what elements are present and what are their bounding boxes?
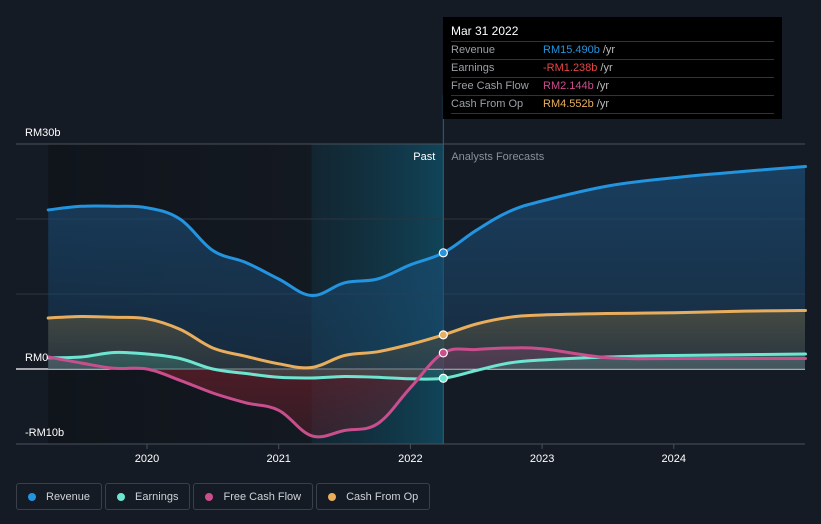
tooltip: Mar 31 2022 Revenue RM15.490b /yr Earnin… — [443, 17, 782, 119]
revenue-marker — [438, 248, 448, 258]
tooltip-value: RM15.490b — [543, 44, 600, 56]
tooltip-row-earnings: Earnings -RM1.238b /yr — [451, 60, 774, 78]
earnings-marker — [438, 373, 448, 383]
legend-dot-icon — [28, 492, 36, 501]
legend-item-earnings[interactable]: Earnings — [105, 483, 191, 510]
tooltip-label: Free Cash Flow — [451, 80, 529, 92]
x-axis-label: 2020 — [135, 453, 159, 465]
y-axis-label: RM0 — [25, 352, 48, 364]
legend-dot-icon — [205, 492, 214, 501]
tooltip-row-cash-from-op: Cash From Op RM4.552b /yr — [451, 96, 774, 114]
legend-dot-icon — [328, 492, 337, 501]
y-axis-label: RM30b — [25, 127, 60, 139]
legend-label: Earnings — [135, 490, 179, 503]
tooltip-value: RM4.552b — [543, 98, 594, 110]
y-axis-label: -RM10b — [25, 427, 64, 439]
legend-item-free-cash-flow[interactable]: Free Cash Flow — [193, 483, 314, 510]
analysts-forecasts-label: Analysts Forecasts — [451, 151, 544, 163]
tooltip-label: Revenue — [451, 44, 496, 56]
legend-item-revenue[interactable]: Revenue — [16, 483, 103, 510]
past-label: Past — [413, 151, 435, 163]
tooltip-label: Earnings — [451, 62, 495, 74]
cash-from-op-area — [48, 310, 805, 369]
legend-item-cash-from-op[interactable]: Cash From Op — [316, 483, 431, 510]
legend-label: Cash From Op — [346, 490, 419, 503]
revenue-line — [46, 165, 807, 297]
tooltip-unit: /yr — [600, 62, 613, 74]
legend-label: Free Cash Flow — [223, 490, 302, 503]
tooltip-unit: /yr — [602, 44, 616, 56]
tooltip-label: Cash From Op — [451, 98, 524, 110]
tooltip-value: RM2.144b — [543, 80, 594, 92]
free-cash-flow-line — [46, 346, 807, 439]
legend: Revenue Earnings Free Cash Flow Cash Fro… — [16, 483, 431, 510]
legend-dot-icon — [117, 492, 126, 501]
x-axis-label: 2021 — [266, 453, 290, 465]
tooltip-unit: /yr — [596, 80, 609, 92]
tooltip-date: Mar 31 2022 — [451, 23, 774, 42]
legend-label: Revenue — [46, 490, 91, 503]
x-axis-label: 2023 — [530, 453, 554, 465]
tooltip-row-free-cash-flow: Free Cash Flow RM2.144b /yr — [451, 78, 774, 96]
free-cash-flow-area-negative — [48, 369, 805, 437]
cash-from-op-line — [46, 309, 807, 370]
x-axis-label: 2022 — [398, 453, 422, 465]
tooltip-value: -RM1.238b — [543, 62, 598, 74]
cash-from-op-marker — [438, 330, 448, 340]
free-cash-flow-marker — [438, 348, 448, 358]
tooltip-row-revenue: Revenue RM15.490b /yr — [451, 42, 774, 60]
x-axis-label: 2024 — [662, 453, 686, 465]
tooltip-unit: /yr — [596, 98, 609, 110]
